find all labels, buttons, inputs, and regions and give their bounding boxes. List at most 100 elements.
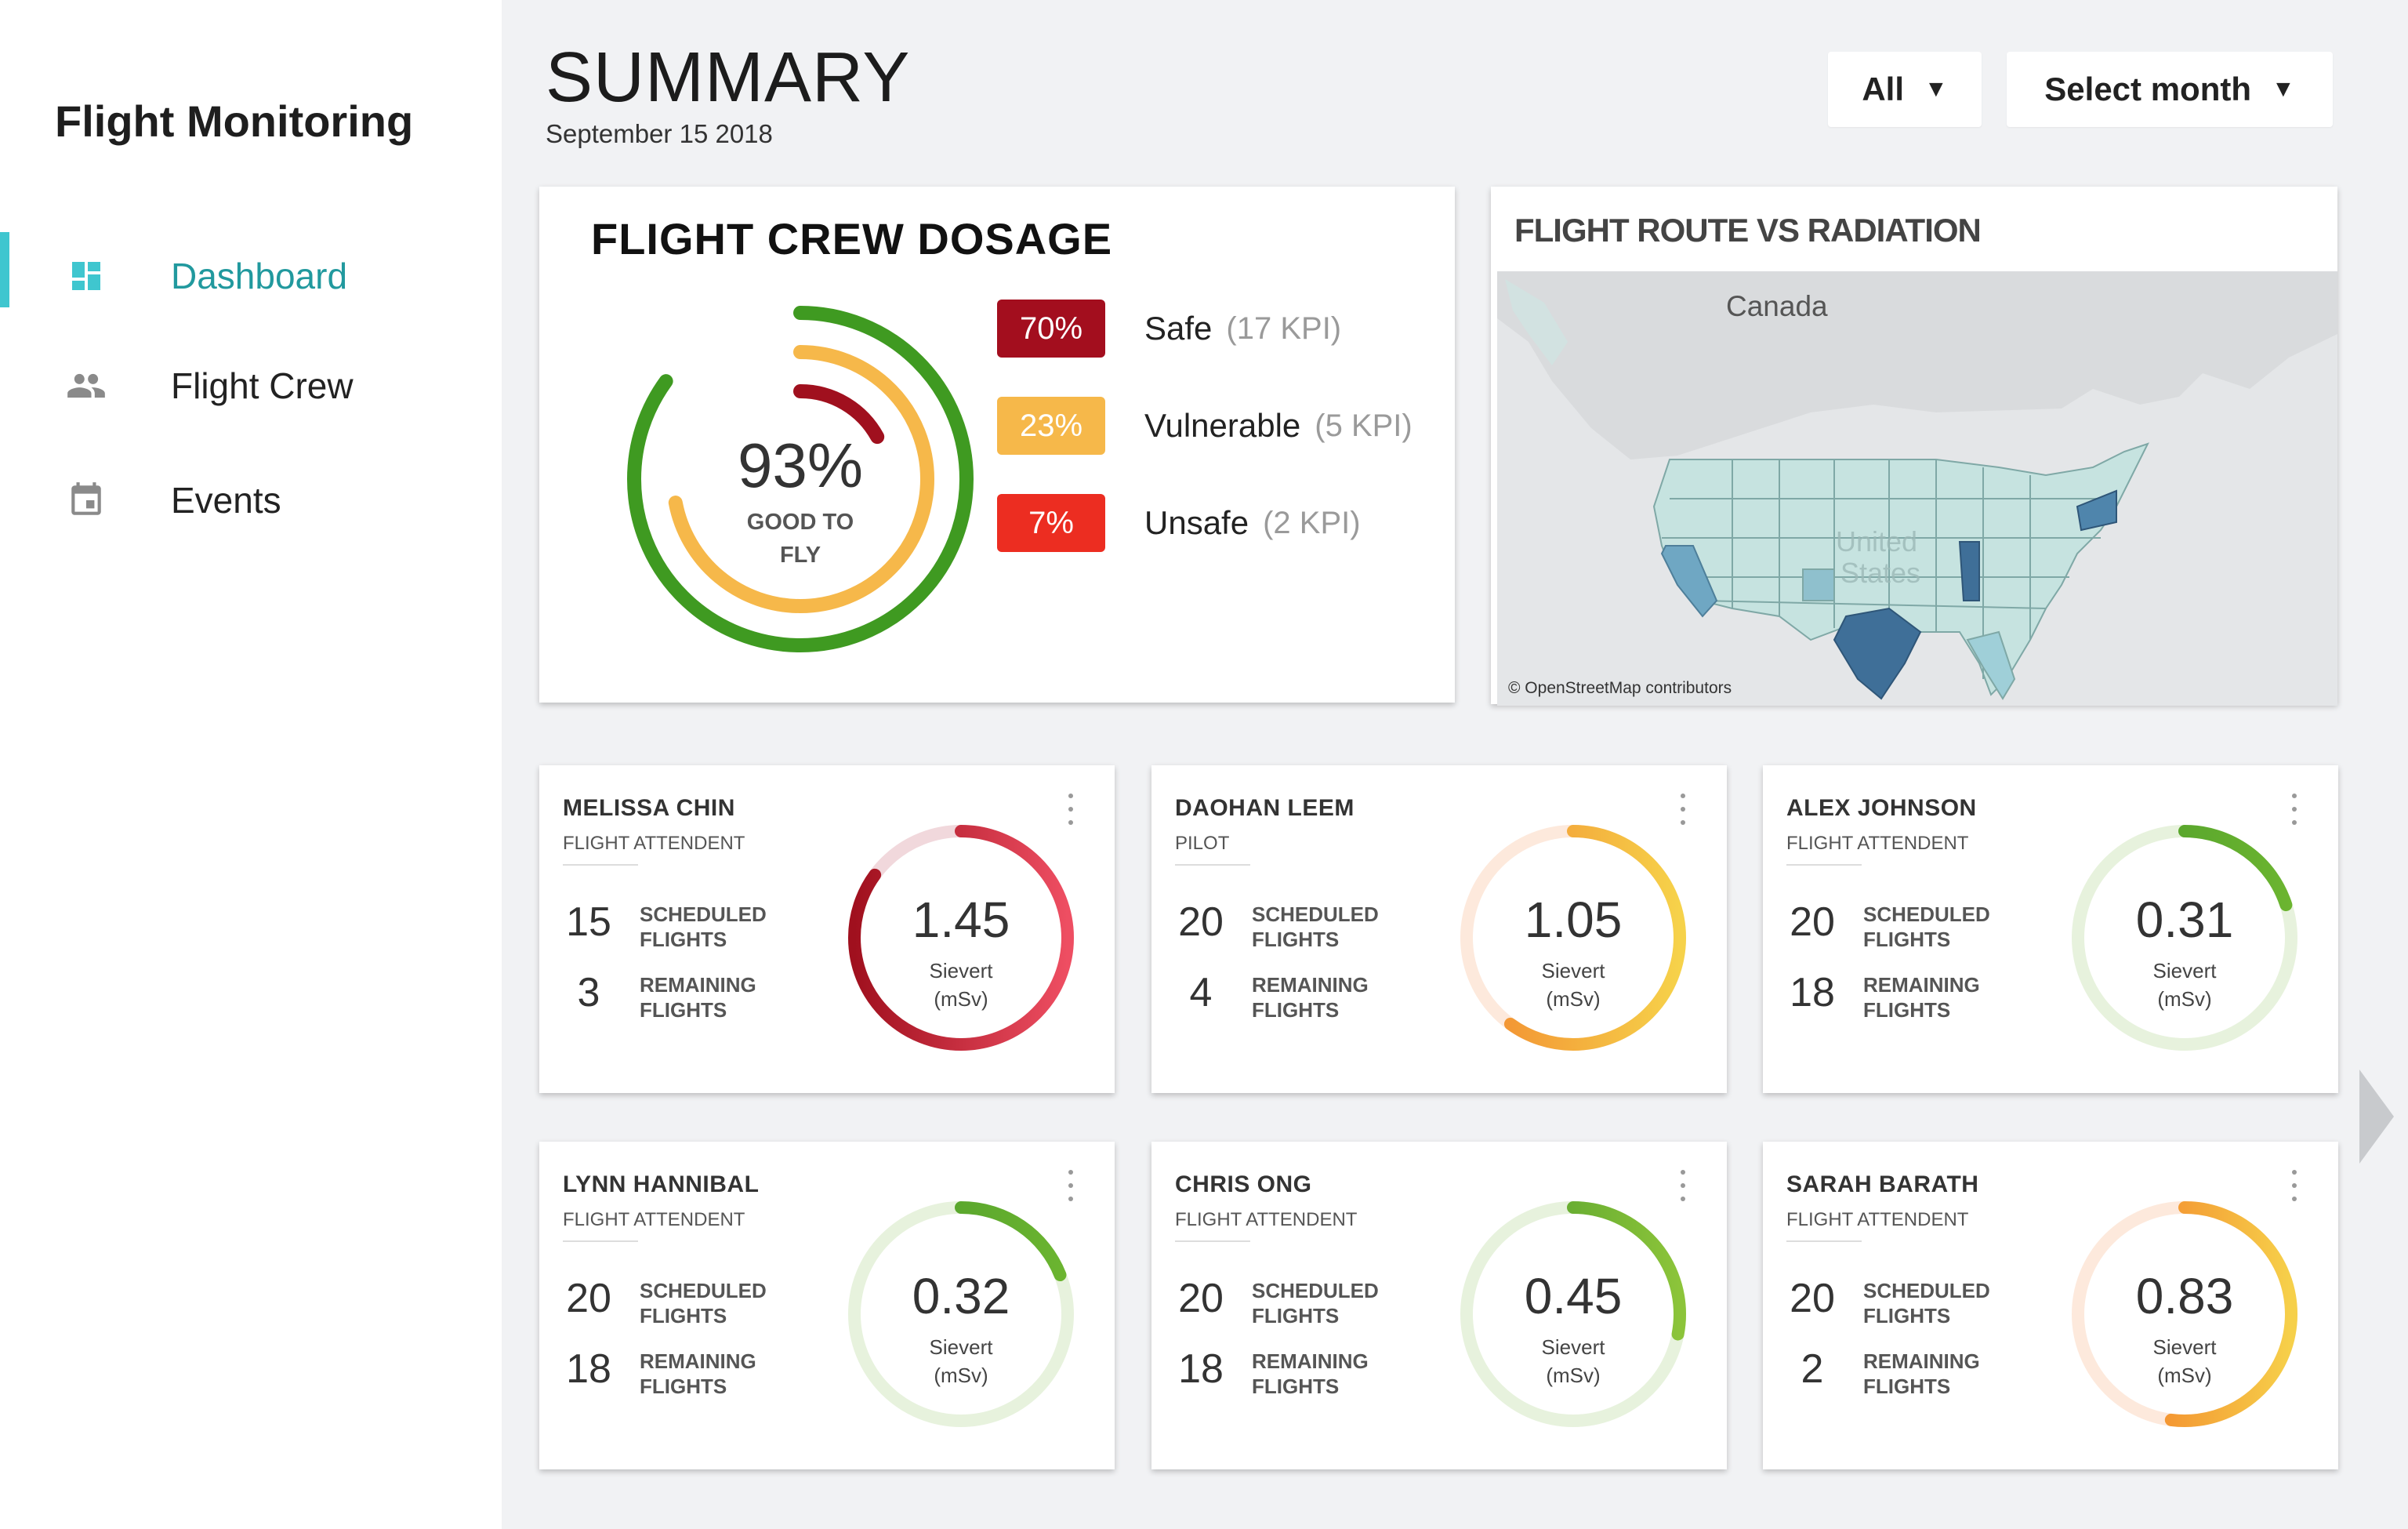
kpi-label: Safe — [1144, 310, 1213, 347]
scheduled-label: SCHEDULED FLIGHTS — [640, 903, 767, 951]
remaining-label: REMAINING FLIGHTS — [1863, 1349, 1980, 1398]
crew-name: DAOHAN LEEM — [1175, 795, 1354, 821]
ring-vulnerable — [666, 345, 934, 613]
more-options-icon[interactable] — [2287, 794, 2302, 825]
ring-unsafe — [705, 384, 895, 574]
crew-card[interactable]: SARAH BARATH FLIGHT ATTENDENT 20 SCHEDULED F… — [1763, 1142, 2338, 1469]
kpi-badge: 70% — [997, 300, 1105, 358]
caret-down-icon: ▼ — [2272, 76, 2295, 102]
divider — [563, 864, 638, 866]
remaining-count: 18 — [566, 1346, 611, 1392]
kpi-count: (17 KPI) — [1226, 311, 1342, 346]
more-options-icon[interactable] — [1063, 794, 1079, 825]
sidebar-item-events[interactable]: Events — [0, 461, 502, 539]
crew-name: LYNN HANNIBAL — [563, 1171, 760, 1197]
remaining-count: 4 — [1189, 970, 1213, 1015]
kpi-vulnerable: 23% Vulnerable (5 KPI) — [997, 397, 1413, 455]
page-date: September 15 2018 — [546, 119, 773, 148]
remaining-count: 2 — [1801, 1346, 1824, 1392]
remaining-label: REMAINING FLIGHTS — [1252, 973, 1369, 1022]
scheduled-count: 15 — [566, 899, 611, 945]
page-title: SUMMARY — [546, 38, 911, 117]
kpi-badge: 7% — [997, 494, 1105, 552]
month-dropdown[interactable]: Select month ▼ — [2007, 52, 2333, 127]
crew-card[interactable]: DAOHAN LEEM PILOT 20 SCHEDULED FLIGHTS 4 REMAI… — [1151, 765, 1727, 1093]
dose-unit: Sievert (mSv) — [929, 959, 993, 1011]
crew-role: FLIGHT ATTENDENT — [1786, 833, 1969, 854]
scheduled-label: SCHEDULED FLIGHTS — [1863, 1279, 1990, 1327]
scheduled-count: 20 — [566, 1276, 611, 1321]
more-options-icon[interactable] — [2287, 1170, 2302, 1201]
filter-dropdown[interactable]: All ▼ — [1828, 52, 1982, 127]
dashboard-icon — [66, 256, 107, 296]
kpi-unsafe: 7% Unsafe (2 KPI) — [997, 494, 1361, 552]
scheduled-label: SCHEDULED FLIGHTS — [1863, 903, 1990, 951]
divider — [1786, 1240, 1862, 1242]
month-placeholder: Select month — [2044, 71, 2251, 107]
remaining-label: REMAINING FLIGHTS — [640, 973, 756, 1022]
remaining-label: REMAINING FLIGHTS — [1863, 973, 1980, 1022]
crew-name: CHRIS ONG — [1175, 1171, 1312, 1197]
divider — [563, 1240, 638, 1242]
ring-safe — [627, 306, 974, 652]
crew-card[interactable]: CHRIS ONG FLIGHT ATTENDENT 20 SCHEDULED FLIG… — [1151, 1142, 1727, 1469]
crew-card[interactable]: LYNN HANNIBAL FLIGHT ATTENDENT 20 SCHEDULED… — [539, 1142, 1115, 1469]
sidebar-item-label: Events — [171, 480, 281, 521]
dosage-center-value: 93% — [737, 430, 864, 500]
dose-gauge — [2072, 1201, 2297, 1427]
dose-gauge — [848, 825, 1074, 1051]
divider — [1786, 864, 1862, 866]
more-options-icon[interactable] — [1675, 1170, 1691, 1201]
kpi-count: (2 KPI) — [1263, 505, 1361, 540]
us-map-graphic — [1497, 271, 2337, 706]
map-canvas[interactable]: Canada United States © OpenStreetMap con… — [1497, 271, 2337, 706]
map-label-us-1: United — [1836, 525, 1918, 557]
remaining-label: REMAINING FLIGHTS — [1252, 1349, 1369, 1398]
kpi-badge: 23% — [997, 397, 1105, 455]
crew-role: FLIGHT ATTENDENT — [1786, 1209, 1969, 1230]
dose-gauge — [2072, 825, 2297, 1051]
scheduled-count: 20 — [1790, 1276, 1835, 1321]
remaining-label: REMAINING FLIGHTS — [640, 1349, 756, 1398]
dose-gauge — [848, 1201, 1074, 1427]
dose-value: 0.83 — [2135, 1268, 2234, 1324]
crew-card[interactable]: ALEX JOHNSON FLIGHT ATTENDENT 20 SCHEDULED F… — [1763, 765, 2338, 1093]
caret-down-icon: ▼ — [1924, 76, 1948, 102]
dosage-title: FLIGHT CREW DOSAGE — [591, 214, 1113, 263]
divider — [1175, 864, 1250, 866]
map-label-us-2: States — [1840, 557, 1921, 589]
crew-card[interactable]: MELISSA CHIN FLIGHT ATTENDENT 15 SCHEDULED F… — [539, 765, 1115, 1093]
map-card: FLIGHT ROUTE VS RADIATION — [1491, 187, 2337, 706]
dosage-center-label-2: FLY — [779, 543, 821, 568]
kpi-safe: 70% Safe (17 KPI) — [997, 300, 1341, 358]
scheduled-label: SCHEDULED FLIGHTS — [640, 1279, 767, 1327]
more-options-icon[interactable] — [1675, 794, 1691, 825]
app-title: Flight Monitoring — [55, 96, 414, 146]
crew-role: FLIGHT ATTENDENT — [563, 1209, 745, 1230]
scheduled-count: 20 — [1178, 899, 1224, 945]
more-options-icon[interactable] — [1063, 1170, 1079, 1201]
next-page-arrow[interactable] — [2359, 1070, 2394, 1164]
dose-unit: Sievert (mSv) — [1541, 1335, 1605, 1387]
dose-value: 1.45 — [912, 892, 1010, 948]
sidebar-item-flight-crew[interactable]: Flight Crew — [0, 347, 502, 425]
dose-value: 0.32 — [912, 1268, 1010, 1324]
scheduled-label: SCHEDULED FLIGHTS — [1252, 1279, 1379, 1327]
dosage-card: FLIGHT CREW DOSAGE 93% GOOD TO FLY 70% S… — [539, 187, 1455, 703]
filter-value: All — [1862, 71, 1904, 107]
dose-gauge — [1460, 825, 1686, 1051]
sidebar-item-label: Flight Crew — [171, 365, 354, 406]
sidebar-item-dashboard[interactable]: Dashboard — [0, 237, 502, 315]
crew-name: MELISSA CHIN — [563, 795, 735, 821]
crew-name: ALEX JOHNSON — [1786, 795, 1977, 821]
map-title: FLIGHT ROUTE VS RADIATION — [1514, 212, 1982, 249]
calendar-icon — [66, 480, 107, 521]
map-label-canada: Canada — [1726, 290, 1828, 322]
dose-value: 0.31 — [2135, 892, 2234, 948]
dose-unit: Sievert (mSv) — [1541, 959, 1605, 1011]
crew-role: PILOT — [1175, 833, 1230, 854]
dose-unit: Sievert (mSv) — [2152, 959, 2217, 1011]
dosage-center-label-1: GOOD TO — [746, 510, 854, 535]
people-icon — [66, 365, 107, 406]
dose-gauge — [1460, 1201, 1686, 1427]
